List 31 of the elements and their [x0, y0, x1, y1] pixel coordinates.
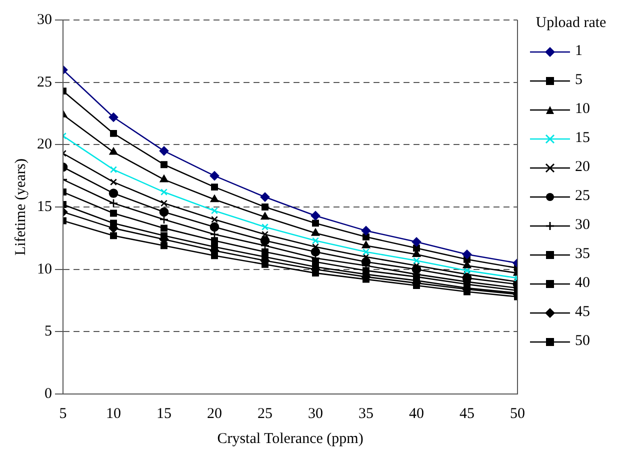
legend-title: Upload rate	[534, 14, 608, 33]
legend-label: 40	[575, 275, 590, 292]
y-tick-label: 10	[37, 261, 52, 278]
legend-label: 5	[575, 72, 582, 89]
legend-label: 15	[575, 130, 590, 147]
legend-label: 35	[575, 246, 590, 263]
legend-label: 25	[575, 188, 590, 205]
x-tick-label: 40	[409, 406, 424, 422]
legend-label: 30	[575, 217, 590, 234]
x-tick-label: 30	[308, 406, 323, 422]
x-tick-label: 20	[207, 406, 222, 422]
y-tick-label: 20	[37, 136, 52, 153]
legend-label: 20	[575, 159, 590, 176]
y-tick-label: 0	[44, 386, 52, 402]
x-tick-label: 10	[106, 406, 121, 422]
legend-label: 1	[575, 43, 582, 60]
y-axis-title: Lifetime (years)	[12, 158, 29, 256]
x-axis-title: Crystal Tolerance (ppm)	[217, 430, 364, 447]
x-tick-label: 50	[510, 406, 525, 422]
legend-label: 50	[575, 333, 590, 350]
x-tick-label: 45	[460, 406, 474, 422]
legend-label: 45	[575, 304, 590, 321]
y-tick-label: 25	[37, 74, 52, 90]
y-tick-label: 15	[37, 198, 52, 215]
y-tick-label: 5	[44, 324, 52, 340]
x-tick-label: 15	[156, 406, 172, 422]
legend-label: 10	[575, 101, 590, 118]
x-tick-label: 25	[258, 406, 272, 422]
y-tick-label: 30	[37, 12, 52, 28]
x-tick-label: 35	[358, 406, 374, 422]
x-tick-label: 5	[59, 406, 67, 422]
